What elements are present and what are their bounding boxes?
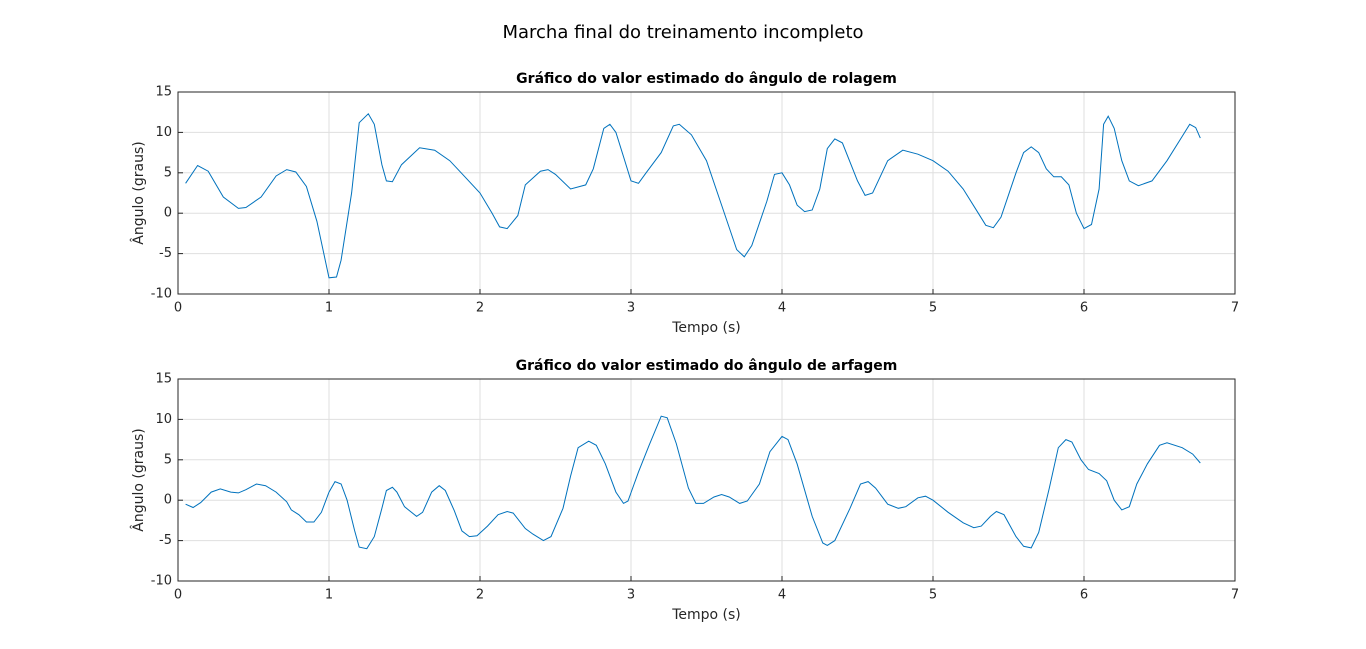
plot-frame <box>177 91 1236 295</box>
y-tick-label: 15 <box>155 372 172 387</box>
x-tick-label: 2 <box>476 588 484 603</box>
y-tick-label: 5 <box>164 452 172 467</box>
y-tick-label: 10 <box>155 125 172 140</box>
y-tick-label: -5 <box>159 246 172 261</box>
y-tick-label: 15 <box>155 85 172 100</box>
x-axis-label: Tempo (s) <box>671 607 741 623</box>
x-tick-label: 3 <box>627 301 635 316</box>
y-tick-label: -5 <box>159 533 172 548</box>
x-tick-label: 5 <box>929 301 937 316</box>
x-tick-label: 3 <box>627 588 635 603</box>
y-tick-label: -10 <box>151 287 172 302</box>
y-tick-label: 10 <box>155 412 172 427</box>
y-tick-label: 5 <box>164 165 172 180</box>
data-line <box>185 415 1201 550</box>
y-tick-label: 0 <box>164 206 172 221</box>
x-tick-label: 5 <box>929 588 937 603</box>
x-tick-label: 7 <box>1231 301 1239 316</box>
x-tick-label: 7 <box>1231 588 1239 603</box>
x-tick-label: 6 <box>1080 301 1088 316</box>
y-tick-label: 0 <box>164 493 172 508</box>
y-tick-label: -10 <box>151 574 172 589</box>
x-tick-label: 2 <box>476 301 484 316</box>
x-tick-label: 0 <box>174 588 182 603</box>
x-tick-label: 1 <box>325 301 333 316</box>
y-axis-label: Ângulo (graus) <box>129 141 147 244</box>
x-tick-label: 0 <box>174 301 182 316</box>
x-tick-label: 6 <box>1080 588 1088 603</box>
data-line <box>185 112 1201 279</box>
figure-title: Marcha final do treinamento incompleto <box>502 22 863 43</box>
x-tick-label: 1 <box>325 588 333 603</box>
y-axis-label: Ângulo (graus) <box>129 428 147 531</box>
plot-title: Gráfico do valor estimado do ângulo de r… <box>516 71 897 87</box>
x-tick-label: 4 <box>778 301 786 316</box>
plot-frame <box>177 378 1236 582</box>
x-tick-label: 4 <box>778 588 786 603</box>
plot-title: Gráfico do valor estimado do ângulo de a… <box>516 358 898 374</box>
x-axis-label: Tempo (s) <box>671 320 741 336</box>
